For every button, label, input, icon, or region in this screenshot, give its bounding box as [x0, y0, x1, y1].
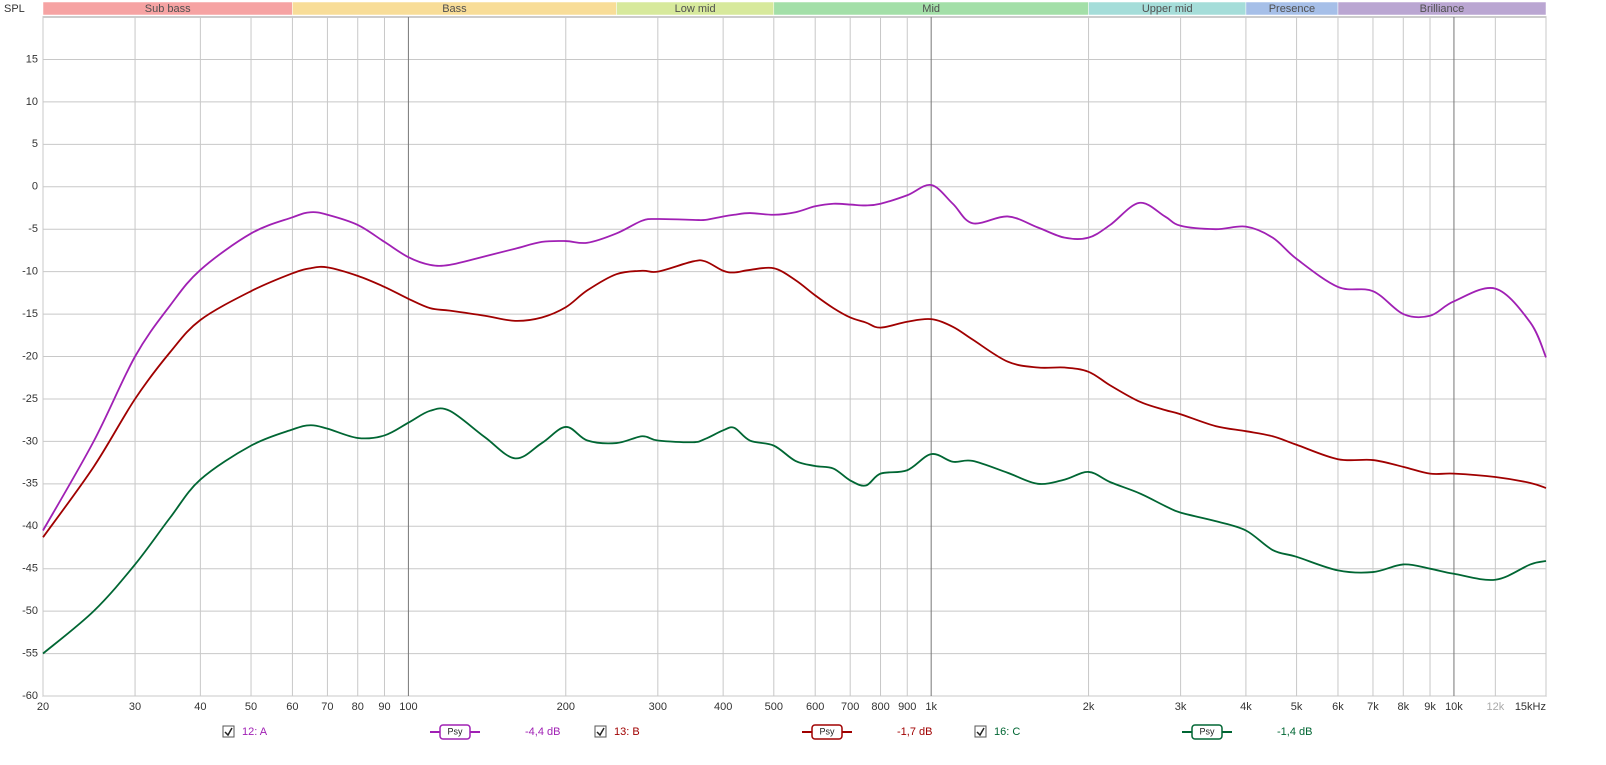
x-tick-label: 15kHz	[1515, 701, 1546, 713]
x-tick-label: 5k	[1291, 701, 1303, 713]
x-tick-label: 500	[765, 701, 783, 713]
y-tick-label: 15	[26, 53, 38, 65]
x-tick-label: 9k	[1424, 701, 1436, 713]
x-tick-label: 3k	[1175, 701, 1187, 713]
x-tick-label: 20	[37, 701, 49, 713]
band-label: Presence	[1269, 3, 1315, 15]
legend-checkbox[interactable]	[594, 725, 607, 738]
legend-smoothing: Psy	[819, 726, 835, 736]
x-tick-label: 10k	[1445, 701, 1463, 713]
y-tick-label: -20	[22, 350, 38, 362]
y-tick-label: -40	[22, 520, 38, 532]
y-tick-label: -30	[22, 435, 38, 447]
x-tick-label: 8k	[1397, 701, 1409, 713]
x-tick-label: 400	[714, 701, 732, 713]
x-tick-label: 300	[649, 701, 667, 713]
legend-smoothing-box[interactable]	[1191, 724, 1223, 740]
x-tick-label: 70	[321, 701, 333, 713]
x-tick-label: 60	[286, 701, 298, 713]
x-tick-label: 200	[557, 701, 575, 713]
legend-checkbox[interactable]	[974, 725, 987, 738]
legend-label: 12: A	[242, 726, 268, 738]
y-tick-label: -10	[22, 266, 38, 278]
series-line	[42, 184, 1547, 531]
x-tick-label: 7k	[1367, 701, 1379, 713]
band-label: Low mid	[675, 3, 716, 15]
y-tick-label: -50	[22, 605, 38, 617]
band-label: Mid	[922, 3, 940, 15]
x-tick-label: 80	[352, 701, 364, 713]
x-tick-label: 12k	[1486, 701, 1504, 713]
legend-label: 13: B	[614, 726, 640, 738]
x-tick-label: 800	[871, 701, 889, 713]
legend-offset: -1,7 dB	[897, 726, 932, 738]
x-tick-label: 6k	[1332, 701, 1344, 713]
legend-offset: -4,4 dB	[525, 726, 560, 738]
band-label: Sub bass	[145, 3, 191, 15]
legend-smoothing: Psy	[447, 726, 463, 736]
band	[1337, 1, 1547, 16]
y-tick-label: -45	[22, 563, 38, 575]
x-tick-label: 1k	[925, 701, 937, 713]
legend-check	[224, 727, 233, 737]
x-tick-label: 40	[194, 701, 206, 713]
legend-check	[596, 727, 605, 737]
series-line	[42, 407, 1547, 655]
y-tick-label: 5	[32, 138, 38, 150]
x-tick-label: 30	[129, 701, 141, 713]
x-tick-label: 2k	[1083, 701, 1095, 713]
legend-smoothing-box[interactable]	[439, 724, 471, 740]
legend-check	[976, 727, 985, 737]
legend-label: 16: C	[994, 726, 1020, 738]
series-line	[42, 259, 1547, 538]
y-tick-label: 10	[26, 96, 38, 108]
x-tick-label: 100	[399, 701, 417, 713]
y-tick-label: 0	[32, 181, 38, 193]
legend-checkbox[interactable]	[222, 725, 235, 738]
legend-smoothing: Psy	[1199, 726, 1215, 736]
x-tick-label: 90	[378, 701, 390, 713]
y-tick-label: -60	[22, 690, 38, 702]
x-tick-label: 900	[898, 701, 916, 713]
y-tick-label: -35	[22, 478, 38, 490]
band-label: Bass	[442, 3, 467, 15]
y-tick-label: -5	[28, 223, 38, 235]
y-tick-label: -55	[22, 647, 38, 659]
x-tick-label: 50	[245, 701, 257, 713]
band-label: Upper mid	[1142, 3, 1193, 15]
y-tick-label: -25	[22, 393, 38, 405]
x-tick-label: 700	[841, 701, 859, 713]
y-axis-label: SPL	[4, 3, 25, 15]
x-tick-label: 4k	[1240, 701, 1252, 713]
legend-offset: -1,4 dB	[1277, 726, 1312, 738]
x-tick-label: 600	[806, 701, 824, 713]
legend-smoothing-box[interactable]	[811, 724, 843, 740]
band-label: Brilliance	[1420, 3, 1465, 15]
y-tick-label: -15	[22, 308, 38, 320]
